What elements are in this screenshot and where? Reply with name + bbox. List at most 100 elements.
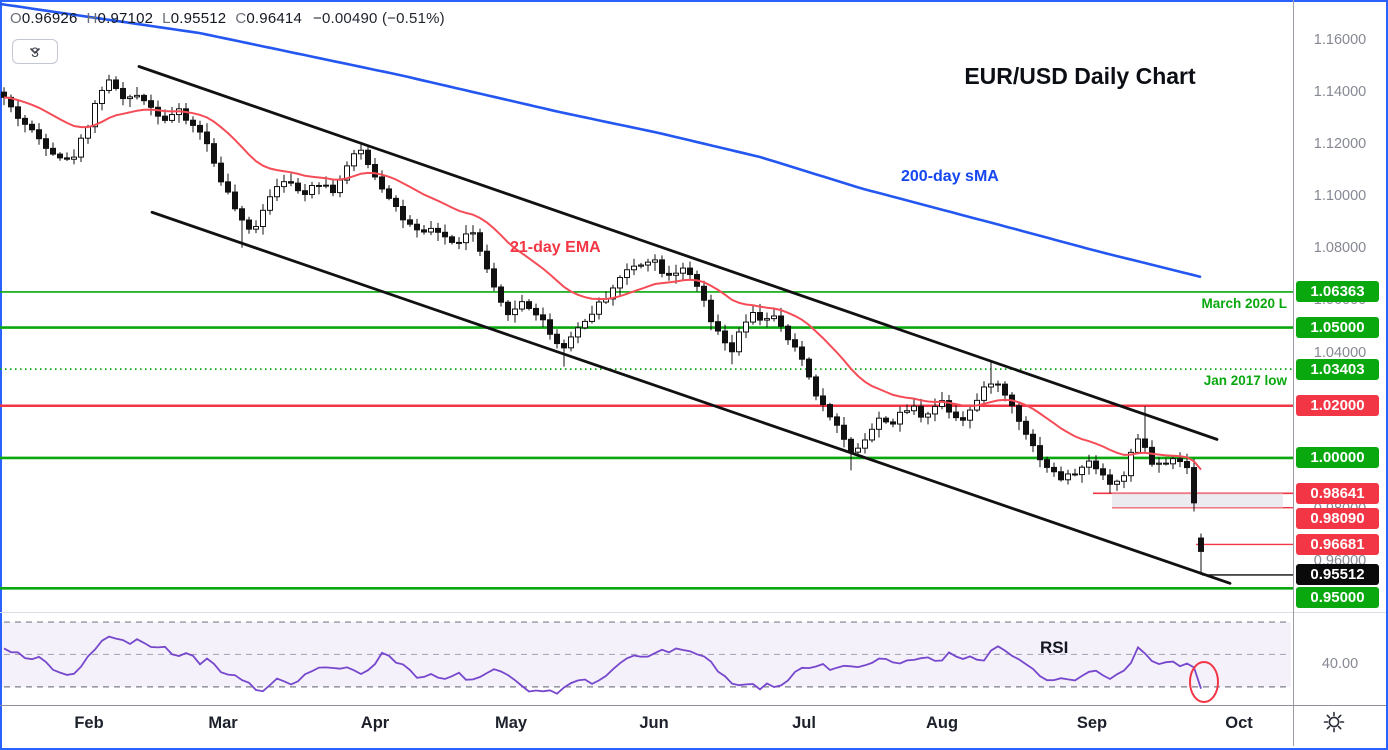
price-scale-separator xyxy=(1293,0,1294,746)
month-label-Sep: Sep xyxy=(1076,714,1108,732)
candle-body-bearish xyxy=(757,312,763,321)
price-tick: 1.10000 xyxy=(1313,188,1367,205)
candle-body-bullish xyxy=(638,264,644,267)
candle-body-bullish xyxy=(876,417,882,430)
candle-body-bearish xyxy=(883,417,889,423)
candle-body-bearish xyxy=(1149,446,1155,465)
open-key: O xyxy=(10,10,22,27)
channel-line-upper xyxy=(137,65,1219,441)
candle-body-bullish xyxy=(281,181,287,188)
price-tick: 1.08000 xyxy=(1313,240,1367,257)
candle-body-bearish xyxy=(232,191,238,210)
sma-annotation-label: 200-day sMA xyxy=(901,168,999,185)
candle-body-bullish xyxy=(428,227,434,233)
price-badge-1.06363: 1.06363 xyxy=(1296,281,1379,303)
candle-body-bearish xyxy=(1184,461,1190,469)
ohlc-legend: O0.96926 H0.97102 L0.95512 C0.96414 −0.00490… xyxy=(10,10,445,27)
channel-line-lower xyxy=(150,210,1232,585)
candle-body-bearish xyxy=(120,87,126,100)
candle-body-bullish xyxy=(771,315,777,320)
candle-body-bullish xyxy=(925,413,931,418)
candle-body-bearish xyxy=(393,197,399,208)
candle-body-bearish xyxy=(1051,466,1057,473)
candle-body-bearish xyxy=(246,219,252,230)
candle-body-bullish xyxy=(652,259,658,263)
candle-body-bullish xyxy=(673,272,679,276)
candle-body-bearish xyxy=(813,376,819,397)
candle-body-bullish xyxy=(1086,460,1092,468)
close-value: 0.96414 xyxy=(246,10,303,27)
price-pane[interactable] xyxy=(0,0,1293,612)
candle-body-bearish xyxy=(554,333,560,345)
candle-body-bullish xyxy=(631,265,637,271)
candle-body-bullish xyxy=(85,126,91,139)
price-badge-0.98090: 0.98090 xyxy=(1296,507,1379,529)
candle-body-bullish xyxy=(351,153,357,167)
rsi-pane[interactable] xyxy=(0,612,1293,705)
candle-body-bullish xyxy=(904,410,910,413)
price-tick: 1.14000 xyxy=(1313,83,1367,100)
candle-body-bearish xyxy=(288,181,294,184)
indicator-collapse-button[interactable]: 3 xyxy=(12,39,58,64)
candle-body-bullish xyxy=(470,232,476,235)
candle-body-bearish xyxy=(1,91,7,98)
candle-body-bullish xyxy=(78,137,84,158)
candle-body-bearish xyxy=(22,117,28,125)
time-axis[interactable]: Feb Mar Apr May Jun Jul Aug Sep Oct xyxy=(0,706,1293,746)
candle-body-bearish xyxy=(533,307,539,316)
candle-body-bearish xyxy=(792,339,798,348)
candle-body-bearish xyxy=(1163,462,1169,465)
candle-body-bearish xyxy=(1100,468,1106,476)
month-label-Aug: Aug xyxy=(925,714,959,732)
candle-body-bearish xyxy=(848,438,854,453)
candle-body-bearish xyxy=(400,206,406,221)
month-label-Jun: Jun xyxy=(639,714,669,732)
rsi-line xyxy=(3,635,1202,695)
march-2020-low-label: March 2020 L xyxy=(1201,296,1287,311)
month-label-Oct: Oct xyxy=(1225,714,1253,732)
settings-gear-icon[interactable] xyxy=(1320,708,1348,736)
price-badge-0.95000: 0.95000 xyxy=(1296,586,1379,608)
candle-body-bearish xyxy=(1177,458,1183,463)
candle-body-bearish xyxy=(722,330,728,344)
candle-body-bullish xyxy=(1121,475,1127,482)
candle-body-bullish xyxy=(323,184,329,187)
candle-body-bearish xyxy=(1142,438,1148,448)
candle-body-bullish xyxy=(463,233,469,244)
candle-body-bearish xyxy=(687,267,693,275)
pane-separator[interactable] xyxy=(0,612,1386,613)
price-tick: 1.16000 xyxy=(1313,31,1367,48)
candle-body-bullish xyxy=(869,428,875,441)
candle-body-bullish xyxy=(274,186,280,198)
candle-body-bearish xyxy=(666,272,672,276)
candle-body-bullish xyxy=(71,156,77,160)
price-scale[interactable]: 1.160001.140001.120001.100001.080001.060… xyxy=(1294,0,1386,705)
high-value: 0.97102 xyxy=(97,10,154,27)
price-badge-1.05000: 1.05000 xyxy=(1296,317,1379,338)
candle-body-bullish xyxy=(617,277,623,289)
candle-body-bullish xyxy=(253,226,259,230)
candle-body-bearish xyxy=(1023,420,1029,435)
candle-body-bearish xyxy=(302,190,308,195)
candle-body-bearish xyxy=(820,395,826,406)
candle-body-bullish xyxy=(309,185,315,195)
candle-body-bearish xyxy=(204,131,210,145)
candle-body-bearish xyxy=(561,343,567,349)
candle-body-bearish xyxy=(1037,445,1043,461)
candle-body-bullish xyxy=(939,400,945,407)
candle-body-bullish xyxy=(260,209,266,228)
candle-body-bearish xyxy=(708,299,714,323)
low-key: L xyxy=(162,10,171,27)
candle-body-bearish xyxy=(1016,405,1022,422)
candle-body-bearish xyxy=(190,119,196,126)
candle-body-bearish xyxy=(785,325,791,341)
candle-body-bearish xyxy=(330,184,336,194)
candle-body-bullish xyxy=(932,405,938,415)
candle-body-bearish xyxy=(505,301,511,316)
month-label-Apr: Apr xyxy=(360,714,390,732)
price-badge-1.02000: 1.02000 xyxy=(1296,395,1379,417)
candle-body-bullish xyxy=(267,196,273,211)
candle-body-bearish xyxy=(449,236,455,243)
candle-body-bearish xyxy=(960,417,966,421)
candle-body-bearish xyxy=(183,108,189,121)
